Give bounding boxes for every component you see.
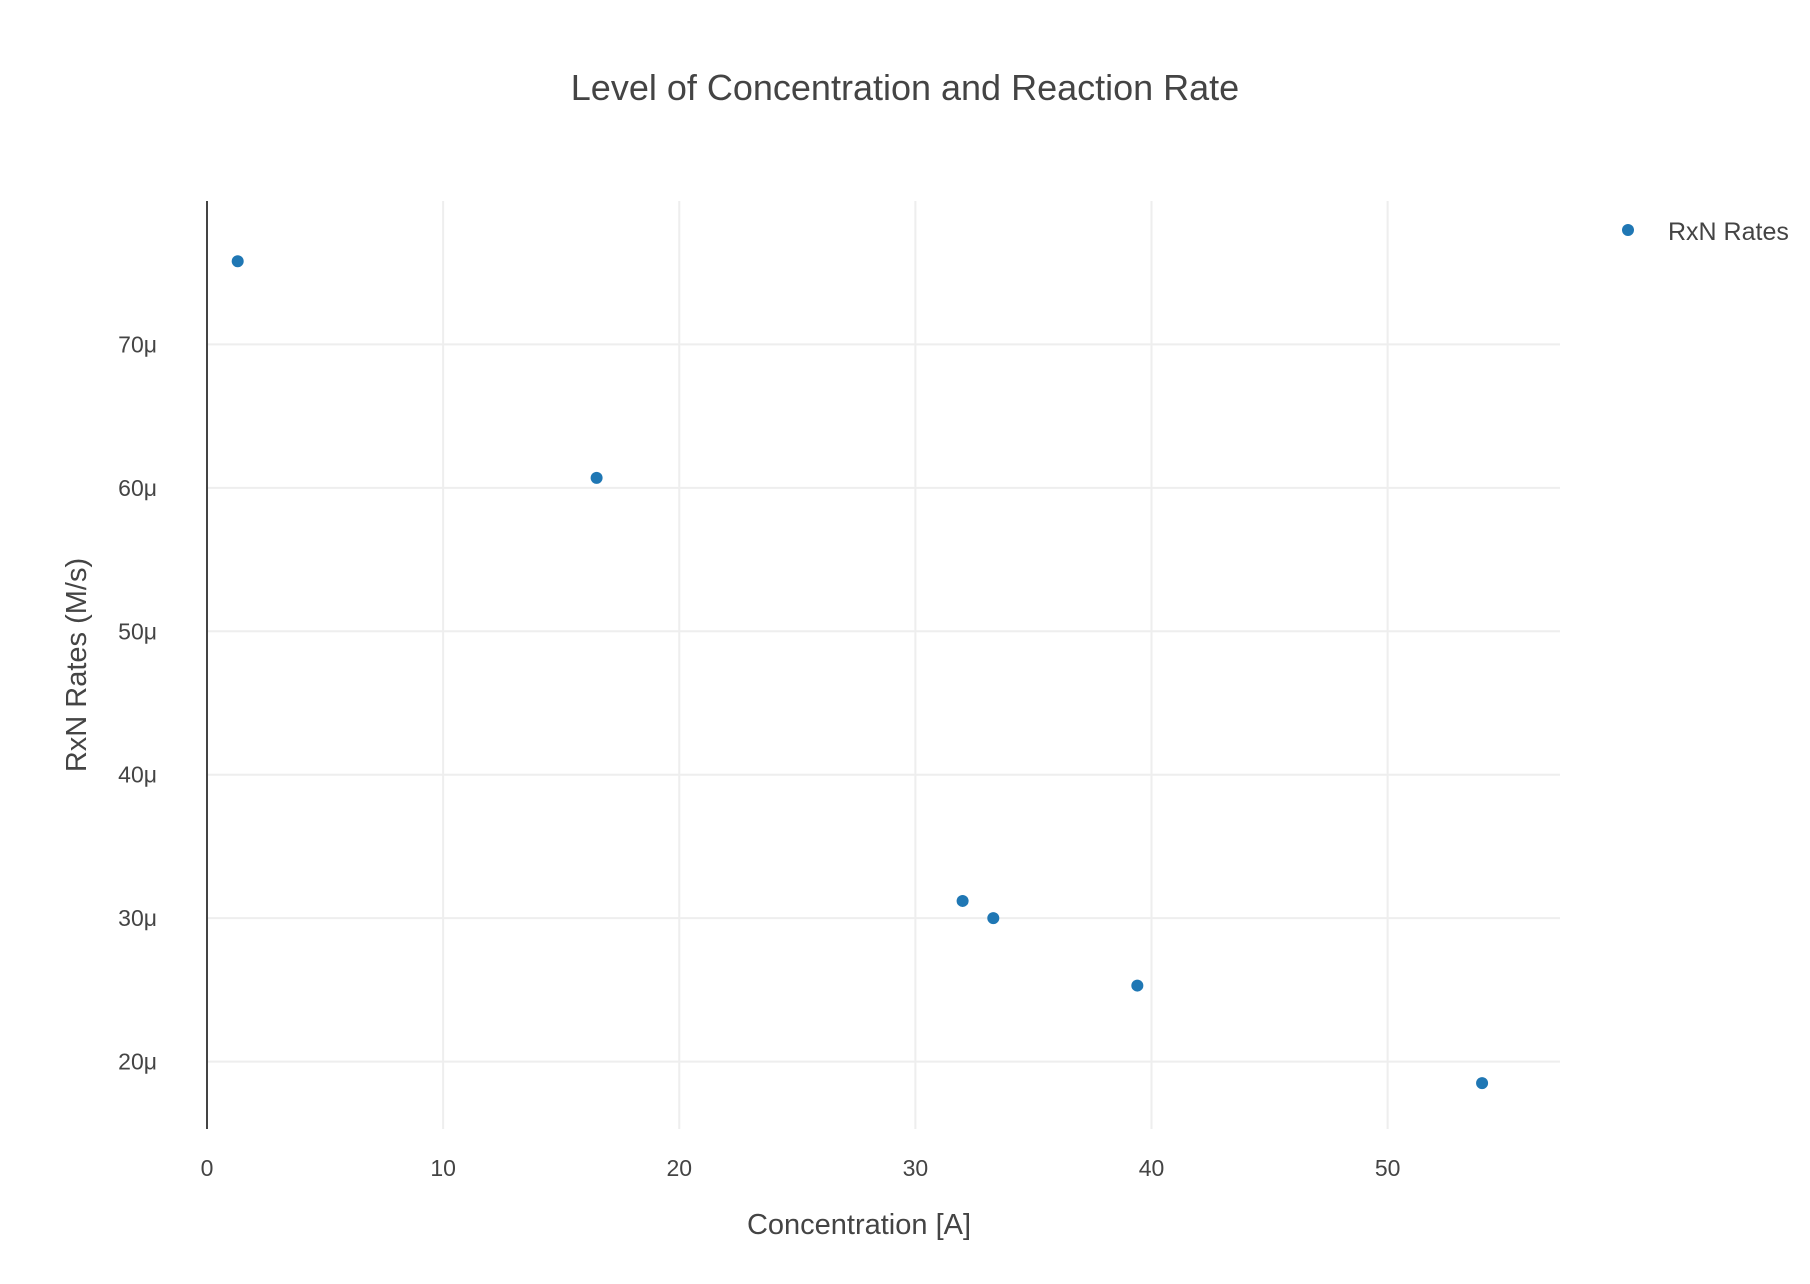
x-tick-label: 40 [1139, 1155, 1165, 1181]
data-point[interactable] [987, 912, 1000, 925]
legend-label-rxn-rates: RxN Rates [1668, 218, 1789, 246]
data-points [231, 255, 1489, 1090]
x-tick-label: 0 [201, 1155, 214, 1181]
y-axis-title: RxN Rates (M/s) [61, 558, 93, 772]
data-point[interactable] [1131, 979, 1144, 992]
data-point[interactable] [956, 894, 969, 907]
y-axis-ticks: 20μ 30μ 40μ 50μ 60μ 70μ [118, 331, 157, 1074]
x-tick-label: 20 [666, 1155, 692, 1181]
x-tick-label: 50 [1375, 1155, 1401, 1181]
chart-title: Level of Concentration and Reaction Rate [571, 67, 1239, 108]
y-tick-label: 60μ [118, 475, 157, 501]
x-tick-label: 30 [903, 1155, 929, 1181]
data-point[interactable] [231, 255, 244, 268]
legend[interactable]: RxN Rates [1622, 218, 1789, 246]
y-tick-label: 20μ [118, 1049, 157, 1075]
data-point[interactable] [590, 471, 603, 484]
legend-marker [1622, 224, 1634, 236]
x-tick-label: 10 [430, 1155, 456, 1181]
x-axis-ticks: 0 10 20 30 40 50 [201, 1155, 1401, 1181]
y-tick-label: 40μ [118, 762, 157, 788]
x-axis-title: Concentration [A] [747, 1209, 971, 1241]
y-tick-label: 30μ [118, 905, 157, 931]
grid-layer [207, 201, 1560, 1129]
y-tick-label: 70μ [118, 331, 157, 357]
y-tick-label: 50μ [118, 618, 157, 644]
data-point[interactable] [1476, 1077, 1489, 1090]
